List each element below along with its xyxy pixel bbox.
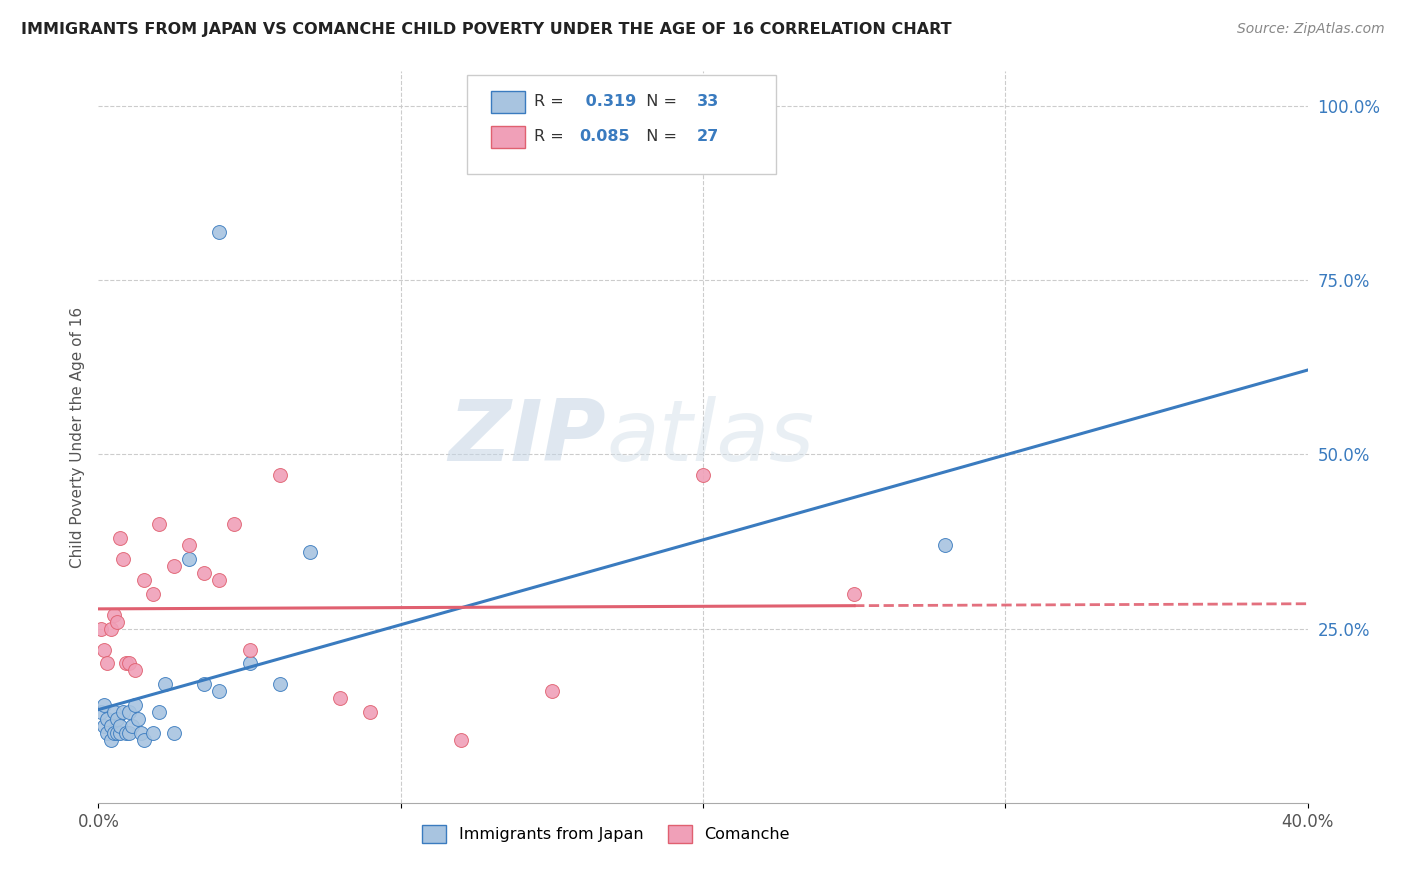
- Point: [108, 719, 131, 733]
- Point: [127, 712, 149, 726]
- Point: [193, 677, 215, 691]
- Text: IMMIGRANTS FROM JAPAN VS COMANCHE CHILD POVERTY UNDER THE AGE OF 16 CORRELATION : IMMIGRANTS FROM JAPAN VS COMANCHE CHILD …: [21, 22, 952, 37]
- Text: Source: ZipAtlas.com: Source: ZipAtlas.com: [1237, 22, 1385, 37]
- Point: [100, 719, 122, 733]
- Point: [208, 573, 231, 587]
- Point: [163, 558, 186, 573]
- Point: [108, 531, 131, 545]
- Point: [208, 684, 231, 698]
- Point: [132, 733, 155, 747]
- Point: [329, 691, 352, 706]
- Point: [129, 726, 152, 740]
- Point: [93, 642, 115, 657]
- Point: [90, 622, 112, 636]
- Point: [153, 677, 176, 691]
- Point: [93, 698, 115, 713]
- Point: [93, 719, 115, 733]
- Point: [142, 587, 165, 601]
- Point: [132, 573, 155, 587]
- Y-axis label: Child Poverty Under the Age of 16: Child Poverty Under the Age of 16: [69, 307, 84, 567]
- Point: [540, 684, 562, 698]
- Text: ZIP: ZIP: [449, 395, 606, 479]
- Point: [118, 726, 141, 740]
- Point: [96, 657, 118, 671]
- Point: [105, 712, 128, 726]
- Text: 27: 27: [697, 129, 720, 144]
- Point: [108, 726, 131, 740]
- Point: [124, 698, 146, 713]
- Text: R =: R =: [534, 94, 568, 109]
- Point: [96, 712, 118, 726]
- Point: [179, 538, 201, 552]
- Point: [239, 657, 262, 671]
- Point: [118, 657, 141, 671]
- Point: [148, 517, 170, 532]
- FancyBboxPatch shape: [467, 75, 776, 174]
- Point: [103, 607, 125, 622]
- Text: 33: 33: [697, 94, 720, 109]
- Point: [114, 726, 136, 740]
- Point: [124, 664, 146, 678]
- Point: [103, 726, 125, 740]
- Text: N =: N =: [637, 94, 683, 109]
- FancyBboxPatch shape: [492, 91, 526, 113]
- Point: [96, 726, 118, 740]
- Point: [111, 705, 134, 719]
- Point: [90, 705, 112, 719]
- Point: [103, 705, 125, 719]
- Point: [450, 733, 472, 747]
- Point: [111, 552, 134, 566]
- Point: [100, 733, 122, 747]
- Point: [299, 545, 322, 559]
- Point: [105, 615, 128, 629]
- Point: [121, 719, 143, 733]
- Point: [269, 468, 291, 483]
- Point: [360, 705, 382, 719]
- Point: [844, 587, 866, 601]
- Point: [148, 705, 170, 719]
- Point: [118, 705, 141, 719]
- Text: 0.319: 0.319: [579, 94, 636, 109]
- Point: [224, 517, 246, 532]
- Point: [105, 726, 128, 740]
- Point: [934, 538, 956, 552]
- Point: [100, 622, 122, 636]
- Point: [163, 726, 186, 740]
- Point: [179, 552, 201, 566]
- Point: [193, 566, 215, 580]
- Text: 0.085: 0.085: [579, 129, 630, 144]
- Point: [692, 468, 714, 483]
- FancyBboxPatch shape: [492, 126, 526, 148]
- Text: R =: R =: [534, 129, 568, 144]
- Point: [208, 225, 231, 239]
- Point: [239, 642, 262, 657]
- Text: N =: N =: [637, 129, 683, 144]
- Legend: Immigrants from Japan, Comanche: Immigrants from Japan, Comanche: [416, 819, 796, 850]
- Point: [269, 677, 291, 691]
- Point: [142, 726, 165, 740]
- Point: [114, 657, 136, 671]
- Text: atlas: atlas: [606, 395, 814, 479]
